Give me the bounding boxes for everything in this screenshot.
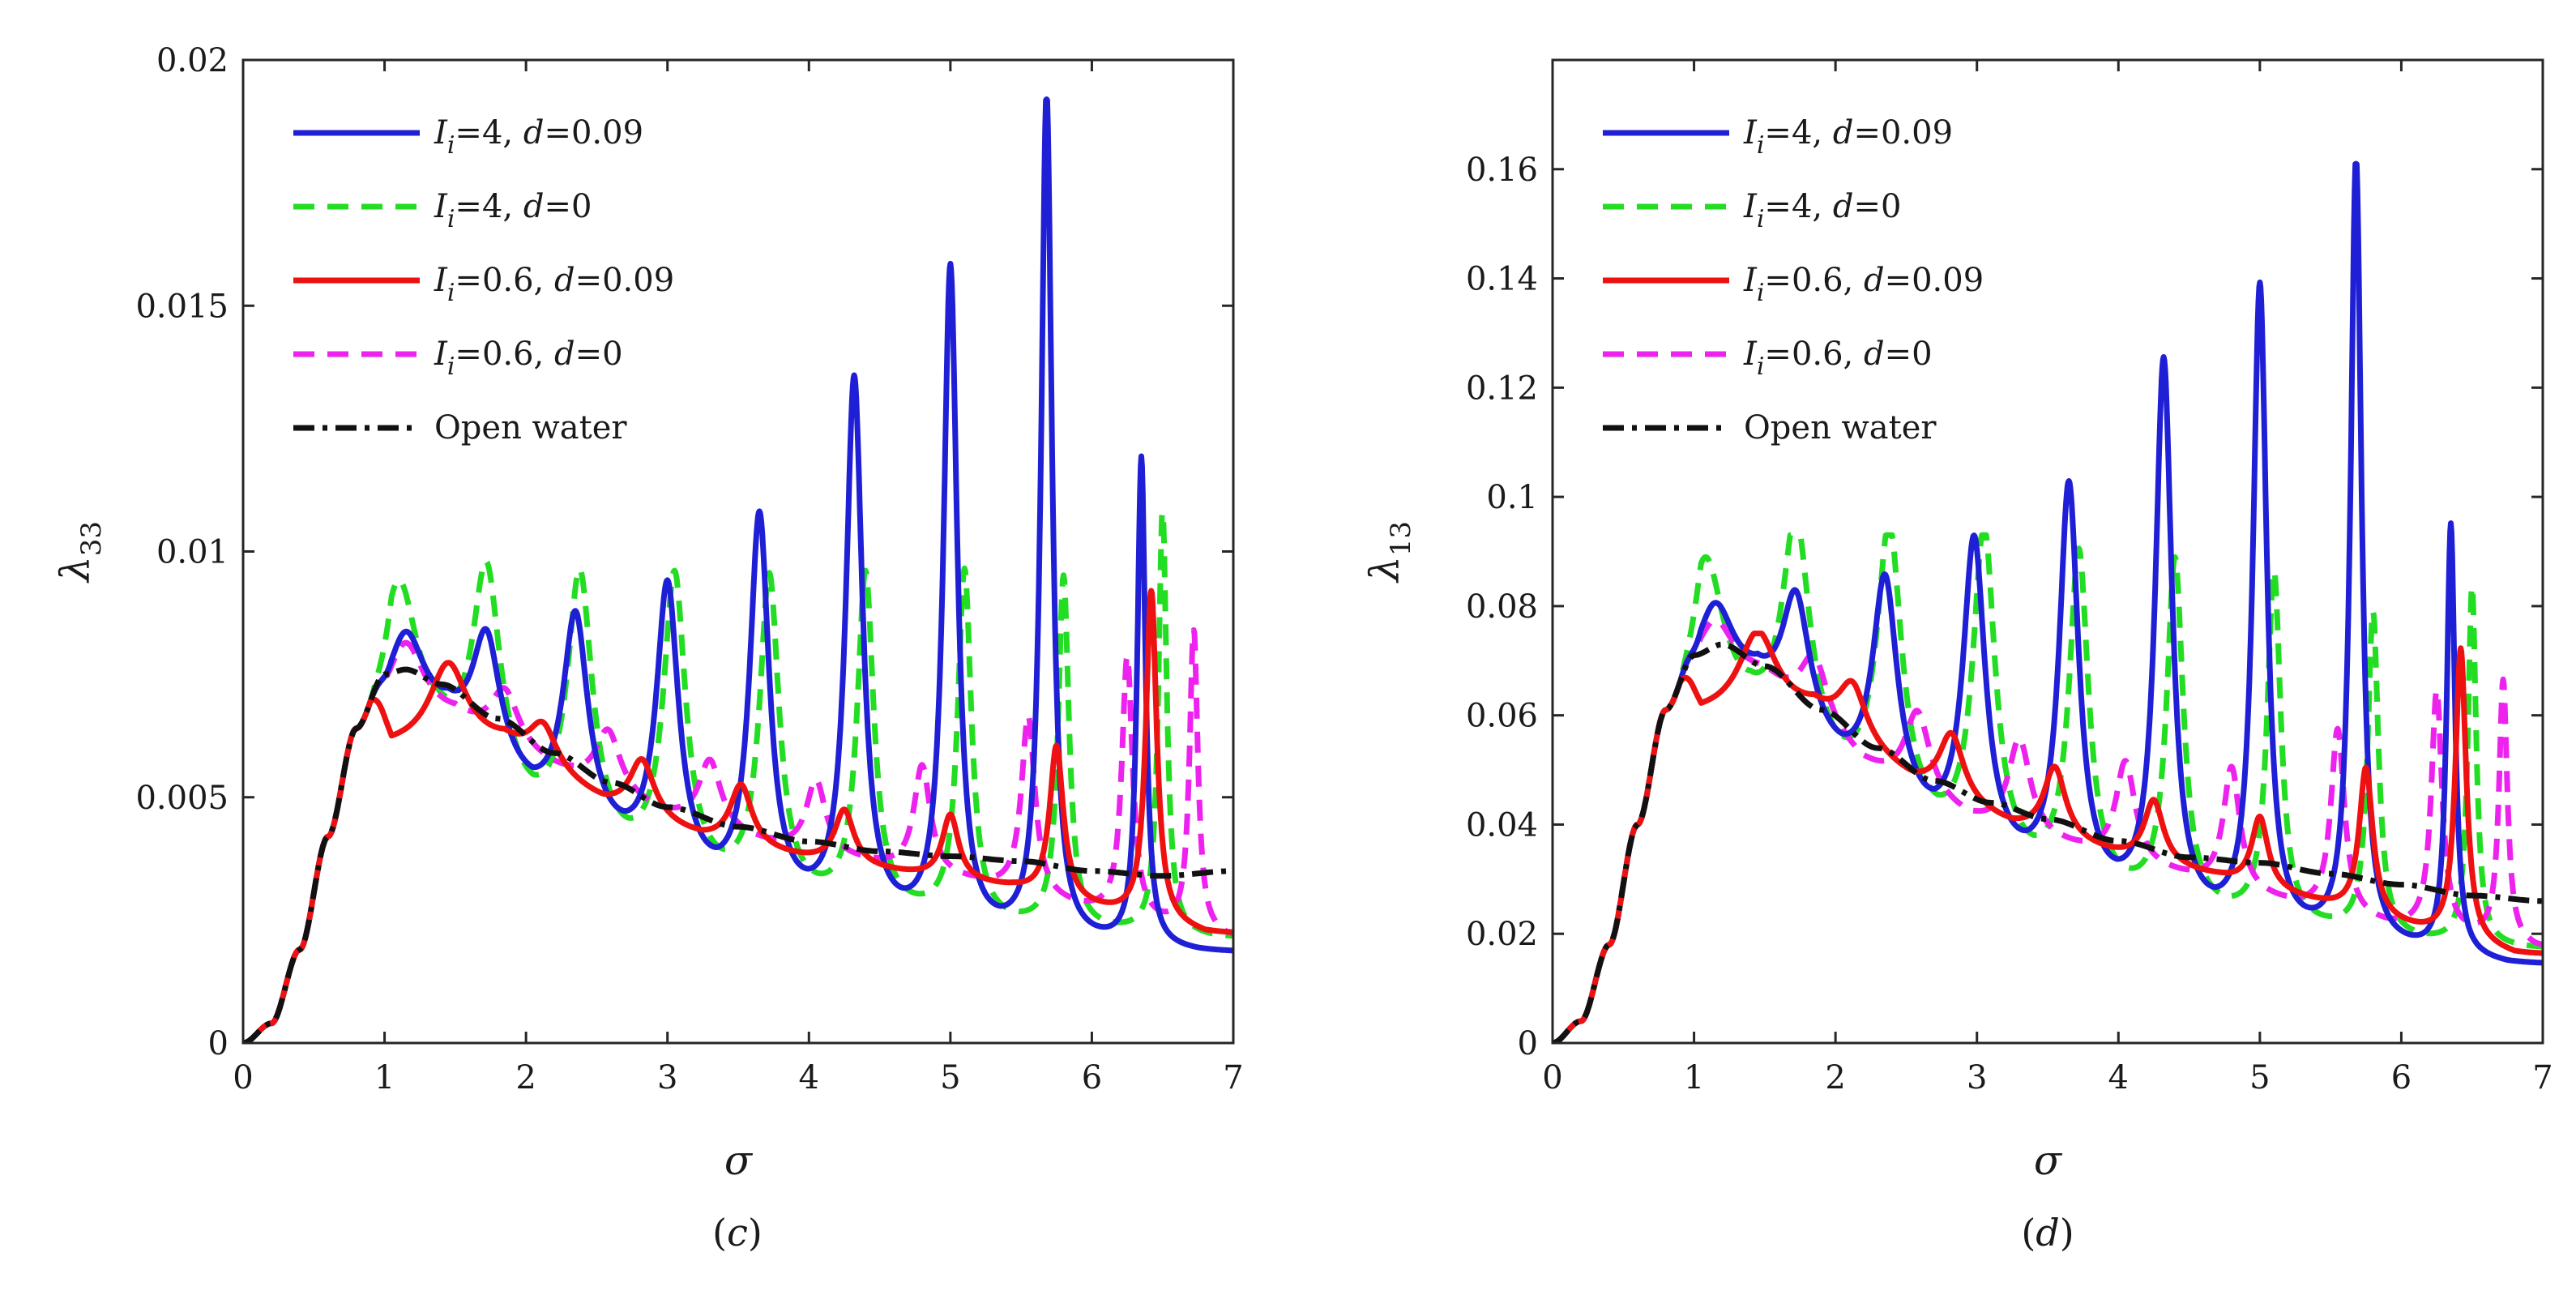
- x-axis-label: σ: [724, 1137, 754, 1184]
- x-tick-label: 1: [374, 1059, 395, 1096]
- series-line-2: [243, 588, 1233, 1043]
- legend-entry-4: Open water: [1744, 409, 1937, 447]
- x-tick-label: 5: [2249, 1059, 2270, 1096]
- legend-entry-3: Ii=0.6, d=0: [1743, 336, 1933, 381]
- x-tick-label: 7: [2532, 1059, 2553, 1096]
- x-tick-label: 4: [2108, 1059, 2129, 1096]
- y-tick-label: 0: [208, 1025, 229, 1062]
- y-tick-label: 0.16: [1466, 152, 1538, 189]
- chart-panel-c: 0 1 2 3 4 5 6 7 0 0.005 0.01 0.015 0.02 σ λ33 (c) Ii=4, …: [52, 42, 1244, 1255]
- y-axis-label: λ33: [52, 521, 108, 584]
- legend-entry-1: Ii=4, d=0: [434, 188, 592, 233]
- series-line-3: [243, 627, 1233, 1043]
- x-tick-label: 7: [1223, 1059, 1243, 1096]
- x-tick-label: 6: [2391, 1059, 2412, 1096]
- y-tick-label: 0.005: [135, 780, 229, 817]
- series-line-4: [1553, 641, 2543, 1043]
- series-line-3: [1553, 619, 2543, 1043]
- plot-area: [1553, 160, 2543, 1043]
- series-line-4: [243, 666, 1233, 1043]
- y-tick-label: 0.12: [1466, 370, 1538, 407]
- y-tick-label: 0.01: [156, 534, 229, 571]
- x-tick-label: 0: [233, 1059, 253, 1096]
- x-tick-label: 3: [657, 1059, 677, 1096]
- y-tick-label: 0.14: [1466, 261, 1538, 298]
- x-tick-label: 2: [1825, 1059, 1845, 1096]
- legend-entry-0: Ii=4, d=0.09: [1743, 114, 1953, 160]
- y-tick-label: 0.06: [1466, 698, 1538, 735]
- legend: Ii=4, d=0.09 Ii=4, d=0 Ii=0.6, d=0.09 Ii=0.…: [293, 114, 674, 447]
- axes-frame: [1551, 58, 2544, 1045]
- y-tick-label: 0.08: [1466, 588, 1538, 626]
- y-tick-label: 0.04: [1466, 806, 1538, 844]
- y-tick-label: 0.015: [135, 288, 229, 325]
- legend-entry-3: Ii=0.6, d=0: [434, 336, 623, 381]
- panel-label: (d): [2021, 1211, 2074, 1255]
- x-tick-label: 2: [515, 1059, 536, 1096]
- series-line-2: [1553, 631, 2543, 1043]
- legend-entry-4: Open water: [434, 409, 627, 447]
- plot-area: [243, 96, 1233, 1043]
- panel-label: (c): [712, 1211, 763, 1255]
- legend-entry-2: Ii=0.6, d=0.09: [434, 262, 674, 307]
- y-axis-label: λ13: [1361, 521, 1417, 584]
- y-tick-label: 0.02: [156, 42, 229, 79]
- chart-panel-d: 0 1 2 3 4 5 6 7 0 0.02 0.04 0.06 0.08 0.1 0.12 0.14 0.16…: [1361, 58, 2553, 1255]
- y-tick-label: 0.02: [1466, 916, 1538, 953]
- x-axis-label: σ: [2034, 1137, 2063, 1184]
- legend: Ii=4, d=0.09 Ii=4, d=0 Ii=0.6, d=0.09 Ii=0.…: [1603, 114, 1984, 447]
- series-line-1: [243, 509, 1233, 1043]
- y-tick-label: 0.1: [1486, 479, 1538, 516]
- x-tick-label: 4: [799, 1059, 819, 1096]
- x-tick-label: 5: [940, 1059, 960, 1096]
- legend-entry-1: Ii=4, d=0: [1743, 188, 1901, 233]
- x-tick-label: 1: [1684, 1059, 1704, 1096]
- x-tick-label: 0: [1542, 1059, 1562, 1096]
- x-tick-label: 3: [1967, 1059, 1987, 1096]
- x-tick-label: 6: [1082, 1059, 1102, 1096]
- legend-entry-0: Ii=4, d=0.09: [434, 114, 643, 160]
- legend-entry-2: Ii=0.6, d=0.09: [1743, 262, 1984, 307]
- y-tick-label: 0: [1518, 1025, 1538, 1062]
